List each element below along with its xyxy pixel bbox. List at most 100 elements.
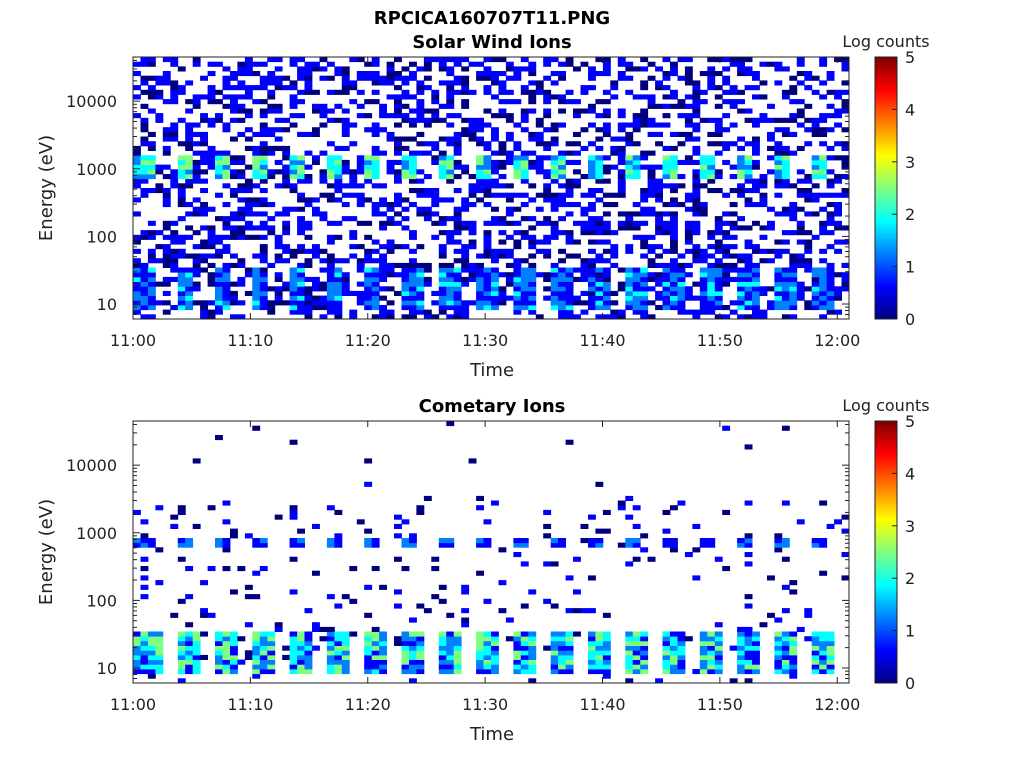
heatmap-cell (632, 290, 641, 296)
heatmap-cell (252, 174, 261, 180)
heatmap-cell (491, 258, 499, 264)
heatmap-cell (252, 295, 261, 301)
heatmap-cell (222, 169, 231, 175)
heatmap-cell (185, 202, 194, 208)
heatmap-cell (356, 519, 365, 525)
heatmap-cell (341, 66, 350, 72)
heatmap-cell (729, 122, 738, 128)
heatmap-cell (565, 669, 574, 675)
heatmap-cell (595, 239, 604, 245)
heatmap-cell (341, 145, 350, 151)
heatmap-cell (811, 131, 820, 137)
heatmap-cell (215, 117, 223, 123)
heatmap-cell (476, 253, 484, 259)
heatmap-cell (841, 108, 850, 114)
heatmap-cell (550, 206, 559, 212)
heatmap-cell (573, 253, 581, 259)
heatmap-cell (416, 603, 425, 609)
heatmap-cell (565, 178, 574, 184)
heatmap-cell (446, 650, 455, 656)
heatmap-cell (513, 305, 522, 311)
heatmap-cell (759, 192, 768, 198)
heatmap-cell (312, 248, 320, 254)
heatmap-cell (826, 202, 835, 208)
heatmap-cell (401, 164, 410, 170)
heatmap-cell (528, 305, 537, 311)
heatmap-cell (304, 659, 313, 665)
heatmap-cell (259, 113, 268, 119)
heatmap-cell (461, 169, 470, 175)
heatmap-cell (401, 314, 410, 320)
heatmap-cell (662, 262, 671, 268)
heatmap-cell (573, 113, 581, 119)
heatmap-cell (192, 244, 201, 250)
heatmap-cell (505, 136, 514, 142)
heatmap-cell (834, 113, 842, 119)
heatmap-cell (625, 220, 634, 226)
heatmap-cell (147, 174, 156, 180)
heatmap-cell (326, 108, 335, 114)
heatmap-cell (617, 225, 626, 231)
heatmap-cell (699, 99, 708, 105)
heatmap-cell (349, 253, 358, 259)
heatmap-cell (610, 85, 619, 91)
heatmap-cell (714, 225, 723, 231)
heatmap-cell (565, 645, 574, 651)
heatmap-cell (789, 276, 798, 282)
heatmap-cell (140, 127, 149, 133)
heatmap-cell (722, 281, 731, 287)
heatmap-cell (617, 192, 626, 198)
heatmap-cell (662, 509, 671, 515)
heatmap-cell (655, 230, 663, 236)
heatmap-cell (453, 61, 462, 67)
heatmap-cell (267, 636, 276, 642)
heatmap-cell (133, 659, 141, 665)
heatmap-cell (461, 66, 470, 72)
heatmap-cell (707, 230, 716, 236)
heatmap-cell (438, 631, 447, 637)
heatmap-cell (334, 89, 343, 95)
heatmap-cell (461, 164, 470, 170)
heatmap-cell (744, 66, 753, 72)
heatmap-cell (431, 57, 440, 63)
heatmap-cell (558, 286, 566, 292)
colorbar-segment (875, 533, 897, 537)
heatmap-cell (409, 631, 417, 637)
heatmap-cell (595, 290, 604, 296)
y-tick-label: 100 (86, 227, 117, 246)
heatmap-cell (826, 305, 835, 311)
heatmap-cell (230, 300, 238, 306)
heatmap-cell (394, 136, 402, 142)
heatmap-cell (737, 183, 745, 189)
heatmap-cell (714, 659, 723, 665)
heatmap-cell (147, 650, 156, 656)
heatmap-cell (573, 131, 581, 137)
heatmap-cell (550, 155, 559, 161)
heatmap-cell (140, 519, 149, 525)
heatmap-cell (692, 150, 701, 156)
heatmap-cell (207, 159, 216, 165)
heatmap-cell (259, 202, 268, 208)
heatmap-cell (401, 244, 410, 250)
heatmap-cell (244, 650, 253, 656)
heatmap-cell (162, 244, 171, 250)
colorbar-segment (875, 667, 897, 671)
heatmap-cell (319, 57, 328, 63)
heatmap-cell (737, 650, 745, 656)
heatmap-cell (394, 85, 402, 91)
heatmap-cell (625, 640, 634, 646)
heatmap-cell (453, 631, 462, 637)
heatmap-cell (722, 159, 731, 165)
x-tick-label: 11:20 (345, 695, 391, 714)
heatmap-cell (640, 155, 649, 161)
heatmap-cell (215, 640, 223, 646)
heatmap-cell (759, 113, 768, 119)
heatmap-cell (230, 281, 238, 287)
heatmap-cell (729, 202, 738, 208)
heatmap-cell (632, 650, 641, 656)
heatmap-cell (670, 169, 678, 175)
heatmap-cell (237, 131, 246, 137)
heatmap-cell (789, 253, 798, 259)
heatmap-cell (558, 659, 566, 665)
heatmap-cell (483, 542, 492, 548)
